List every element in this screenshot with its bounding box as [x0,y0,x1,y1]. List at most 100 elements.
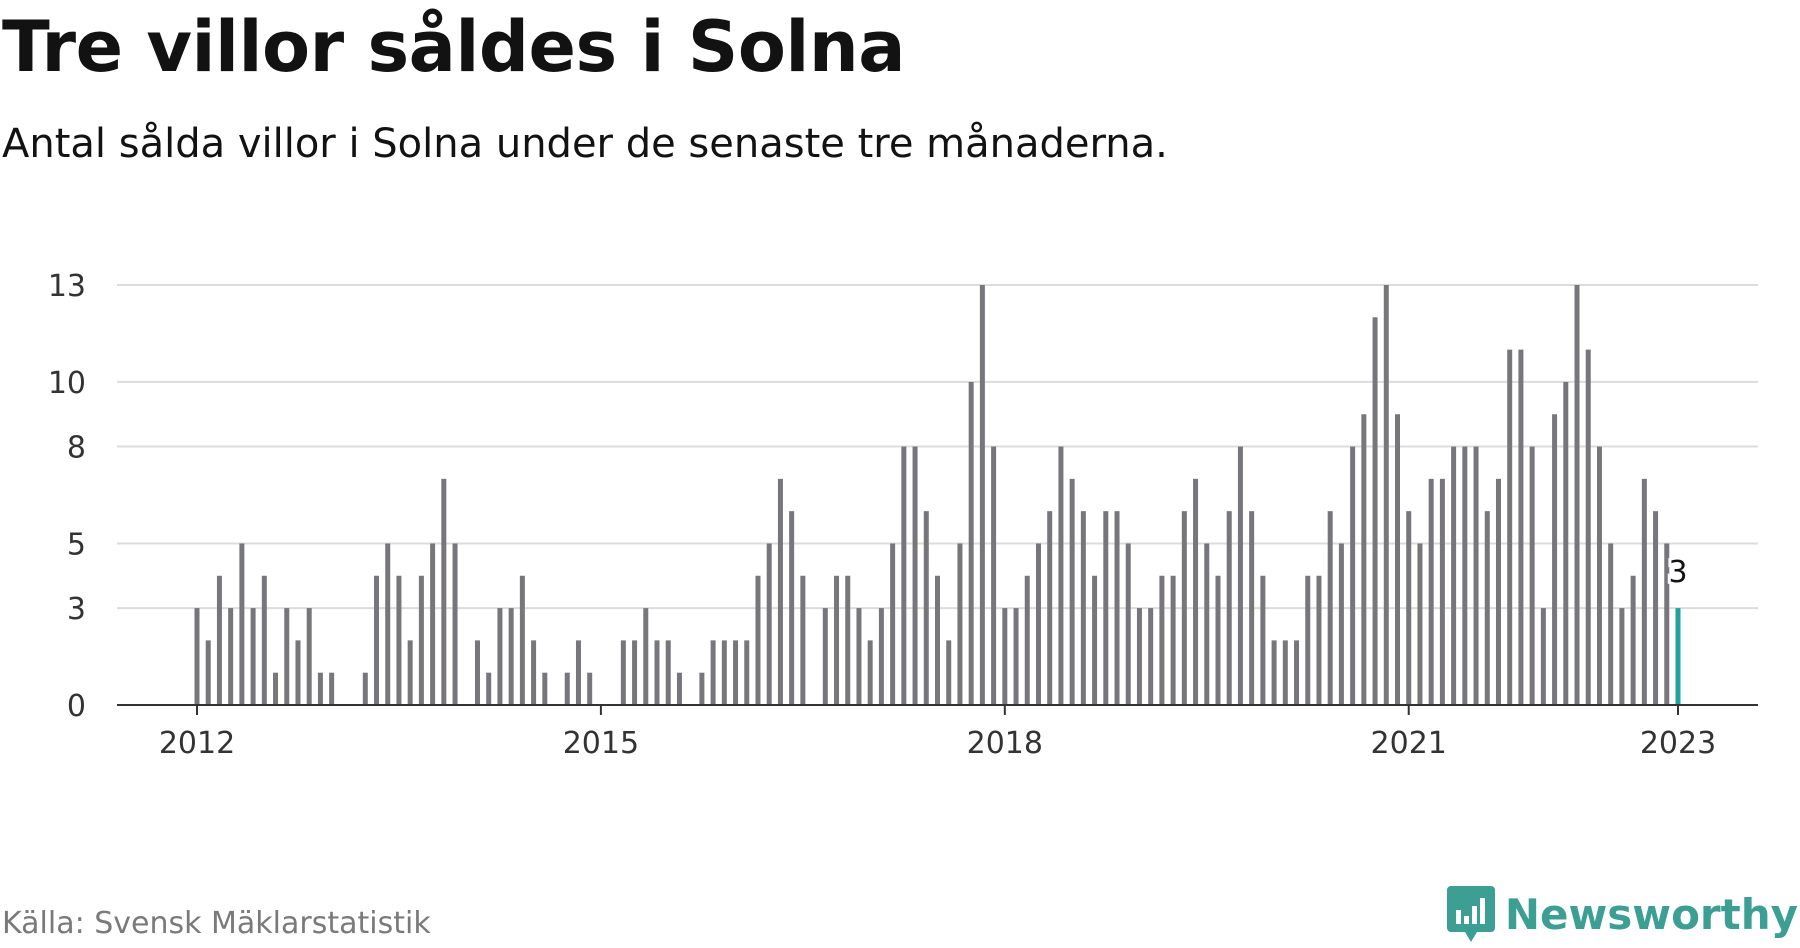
bar [239,543,245,705]
y-tick-label: 10 [48,366,86,401]
bar [564,672,570,705]
bar [1170,575,1176,705]
bar [228,608,234,705]
bar [744,640,750,705]
bar [1316,575,1322,705]
bar [1428,478,1434,705]
bar [418,575,424,705]
bar [1226,511,1232,705]
bar [1383,285,1389,705]
bar [1237,446,1243,705]
x-tick-label: 2015 [563,726,639,761]
chart-title: Tre villor såldes i Solna [2,6,905,88]
bar [1080,511,1086,705]
bar [789,511,795,705]
bar [867,640,873,705]
y-tick-label: 8 [67,431,86,466]
bar [306,608,312,705]
bar [1271,640,1277,705]
bar [699,672,705,705]
bar [1484,511,1490,705]
bar [890,543,896,705]
bar [317,672,323,705]
bar [1395,414,1401,705]
y-tick-label: 0 [67,689,86,724]
bar [676,672,682,705]
bars: 3 [194,285,1691,705]
brand-name: Newsworthy [1504,889,1798,939]
bar [1653,511,1659,705]
bar [1058,446,1064,705]
bar [643,608,649,705]
bar [1552,414,1558,705]
bar [912,446,918,705]
source-note: Källa: Svensk Mäklarstatistik [2,906,431,941]
bar [1619,608,1625,705]
bar [1338,543,1344,705]
brand-chart-icon [1446,886,1495,942]
x-tick-label: 2012 [159,726,235,761]
x-tick-label: 2018 [967,726,1043,761]
bar [519,575,525,705]
bar [1507,349,1513,705]
y-tick-label: 13 [48,269,86,304]
bar [531,640,537,705]
brand-logo: Newsworthy [1446,886,1798,942]
bar [946,640,952,705]
bar [620,640,626,705]
bar [1518,349,1524,705]
bar [1204,543,1210,705]
bar [665,640,671,705]
bar [374,575,380,705]
bar [834,575,840,705]
bar [1417,543,1423,705]
bar [800,575,806,705]
bar [1282,640,1288,705]
bar [273,672,279,705]
bar [1136,608,1142,705]
bar [822,608,828,705]
bar [923,511,929,705]
bar [1148,608,1154,705]
bar [385,543,391,705]
bar [194,608,200,705]
bar [766,543,772,705]
bar [1574,285,1580,705]
chart-subtitle: Antal sålda villor i Solna under de sena… [2,121,1168,167]
bar [542,672,548,705]
bar [1002,608,1008,705]
bar [205,640,211,705]
bar [575,640,581,705]
bar [1260,575,1266,705]
bar [407,640,413,705]
bar [1596,446,1602,705]
bar [295,640,301,705]
data-label: 3 [1668,555,1687,590]
bar [1462,446,1468,705]
bar [497,608,503,705]
bar [261,575,267,705]
bar [1305,575,1311,705]
bar [1495,478,1501,705]
bar [452,543,458,705]
bar [1024,575,1030,705]
x-tick-label: 2021 [1371,726,1447,761]
bar [1608,543,1614,705]
bar [1540,608,1546,705]
bar [362,672,368,705]
bar [632,640,638,705]
bar [474,640,480,705]
bar [1439,478,1445,705]
y-tick-label: 3 [67,592,86,627]
bar [1035,543,1041,705]
bar [441,478,447,705]
bar [430,543,436,705]
bar [396,575,402,705]
bar [1069,478,1075,705]
bar [1327,511,1333,705]
bar-highlighted [1675,608,1681,705]
bar [991,446,997,705]
bar [216,575,222,705]
bar [1294,640,1300,705]
